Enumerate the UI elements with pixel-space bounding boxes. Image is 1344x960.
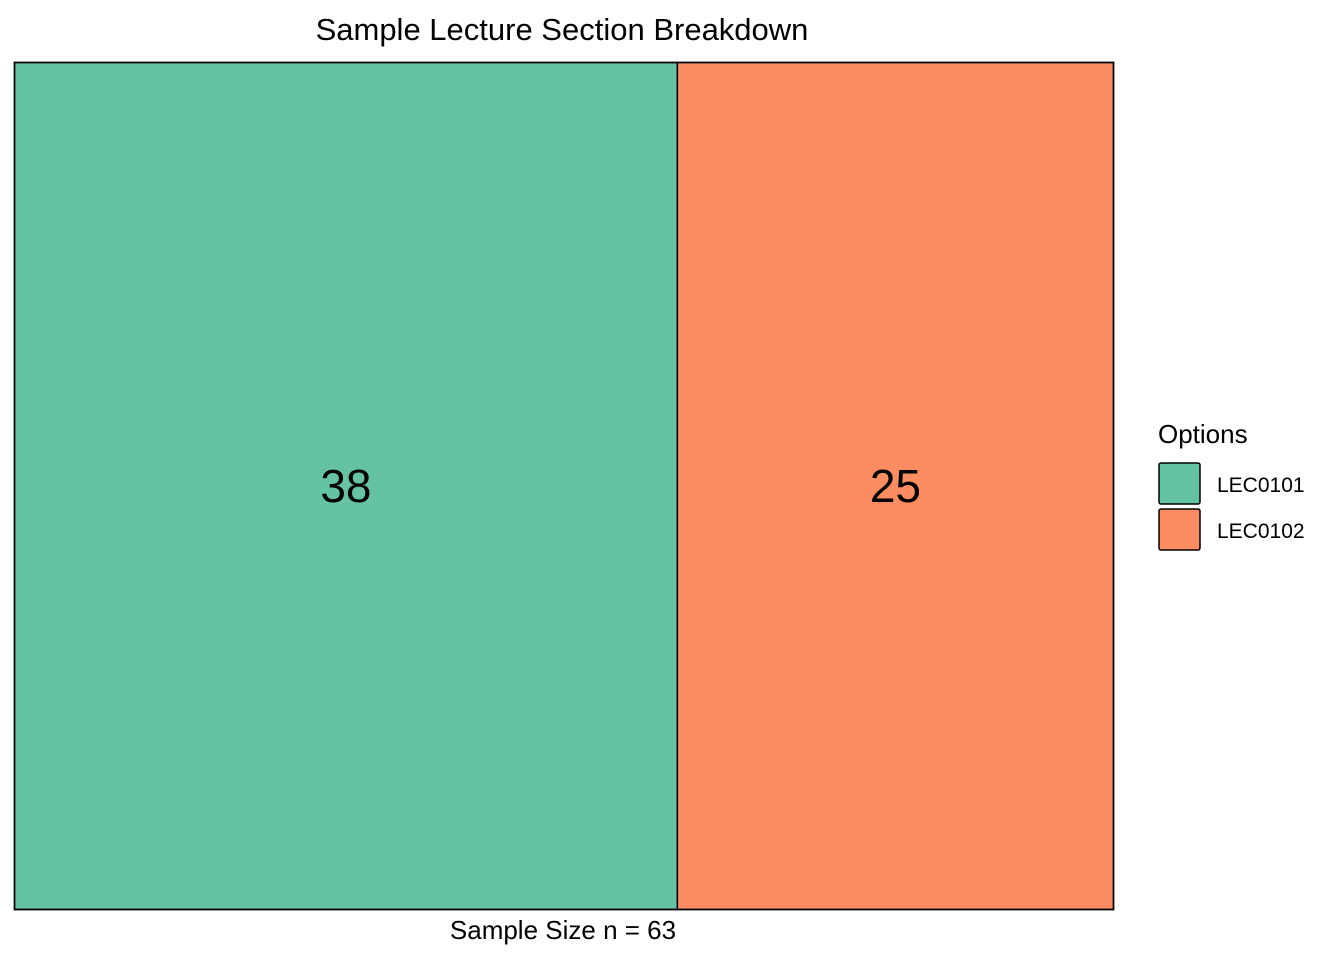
legend-swatch <box>1158 508 1201 551</box>
tile-lec0102 <box>676 61 1115 911</box>
legend-items: LEC0101 LEC0102 <box>1158 462 1305 551</box>
sample-size-caption: Sample Size n = 63 <box>450 915 676 945</box>
legend-label: LEC0101 <box>1217 474 1305 497</box>
tile-value-label: 25 <box>870 460 921 512</box>
tiles-group: 38 25 <box>13 61 1115 911</box>
legend-swatch <box>1158 462 1201 505</box>
legend-label: LEC0102 <box>1217 520 1305 543</box>
plot-border <box>13 61 1115 911</box>
chart-title: Sample Lecture Section Breakdown <box>316 12 809 47</box>
legend: Options LEC0101 LEC0102 <box>1158 419 1305 551</box>
legend-title: Options <box>1158 419 1248 449</box>
tile-value-label: 38 <box>320 460 371 512</box>
tile-lec0101 <box>13 61 679 911</box>
